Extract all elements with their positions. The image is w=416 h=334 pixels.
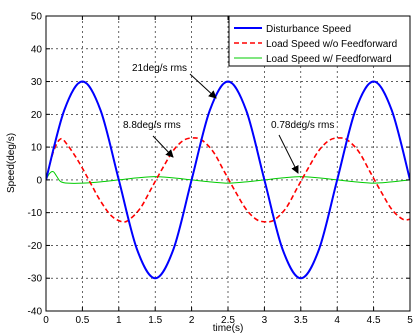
annotation-disturbance: 21deg/s rms — [132, 63, 217, 99]
annotation-arrow-load-wo-ff — [152, 135, 174, 158]
annotation-label-load-w-ff: 0.78deg/s rms — [271, 120, 334, 131]
annotation-load-w-ff: 0.78deg/s rms — [271, 120, 334, 174]
x-tick-label: 1 — [116, 315, 122, 326]
y-tick-label: 0 — [36, 175, 42, 186]
y-tick-label: 30 — [31, 77, 43, 88]
legend: Disturbance Speed Load Speed w/o Feedfor… — [228, 15, 411, 67]
y-tick-label: 50 — [31, 12, 43, 23]
x-tick-label: 0.5 — [75, 315, 89, 326]
x-axis-label: time(s) — [213, 323, 244, 334]
legend-box — [228, 15, 411, 67]
x-tick-label: 4 — [334, 315, 340, 326]
x-tick-label: 2.5 — [221, 315, 235, 326]
annotation-arrow-load-w-ff — [278, 134, 299, 174]
x-tick-label: 4.5 — [367, 315, 381, 326]
x-tick-label: 1.5 — [148, 315, 162, 326]
y-tick-label: -40 — [28, 307, 43, 318]
y-axis-label: Speed(deg/s) — [6, 133, 17, 193]
x-tick-label: 3 — [262, 315, 268, 326]
annotation-arrow-disturbance — [189, 73, 217, 99]
legend-label-load-wo-ff: Load Speed w/o Feedforward — [266, 39, 397, 50]
y-tick-label: -20 — [28, 241, 43, 252]
y-tick-label: 10 — [31, 143, 43, 154]
series-disturbance-speed — [46, 80, 410, 280]
annotation-label-disturbance: 21deg/s rms — [132, 63, 187, 74]
annotation-label-load-wo-ff: 8.8deg/s rms — [123, 120, 181, 131]
annotation-load-wo-ff: 8.8deg/s rms — [123, 120, 181, 158]
x-tick-label: 5 — [407, 315, 413, 326]
x-tick-label: 3.5 — [294, 315, 308, 326]
legend-label-disturbance: Disturbance Speed — [266, 24, 351, 35]
tick-layer: 0 0.5 1 1.5 2 2.5 3 3.5 4 4.5 5 50 40 30 20 10 0 -10 -20 -3… — [28, 12, 414, 327]
y-tick-label: -30 — [28, 274, 43, 285]
x-tick-label: 0 — [43, 315, 49, 326]
y-tick-label: 20 — [31, 110, 43, 121]
series-layer — [46, 80, 410, 280]
x-tick-label: 2 — [189, 315, 195, 326]
y-tick-label: 40 — [31, 44, 43, 55]
y-tick-label: -10 — [28, 208, 43, 219]
legend-label-load-w-ff: Load Speed w/ Feedforward — [266, 54, 392, 65]
series-load-speed-wo-feedforward — [46, 137, 410, 223]
